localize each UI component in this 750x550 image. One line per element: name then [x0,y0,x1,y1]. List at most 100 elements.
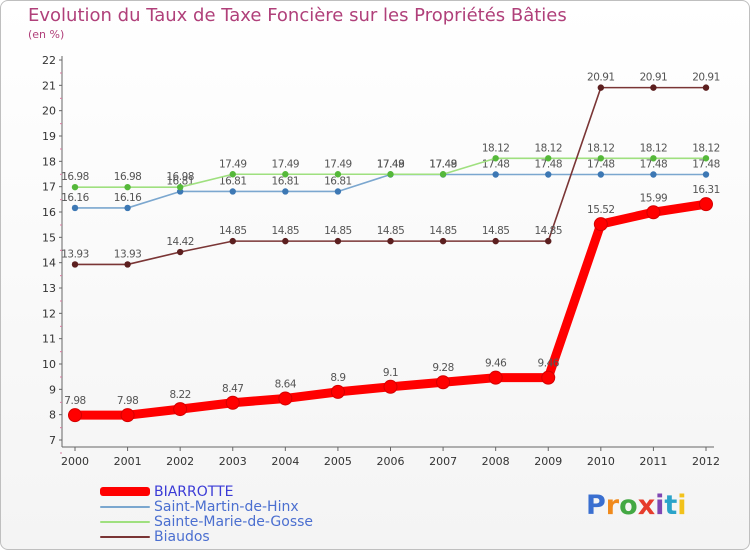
legend-item: Biaudos [100,528,313,545]
x-tick-label: 2000 [61,455,89,468]
series-point [383,379,398,394]
data-label: 20.91 [640,72,668,84]
y-tick-label: 14 [42,257,56,270]
series-point [545,171,552,178]
data-label: 8.47 [222,383,243,395]
data-label: 14.85 [272,225,300,237]
series-point [71,261,79,268]
series-point [173,402,188,417]
y-tick-label: 20 [42,105,56,118]
data-label: 8.22 [169,389,190,401]
series-point [282,188,289,195]
y-tick-label: 12 [42,307,56,320]
y-tick-label: 22 [42,54,56,67]
series-point [650,84,657,91]
logo-letter: P [586,490,606,521]
series-point [439,171,447,178]
data-label: 17.48 [692,159,720,171]
series-point [68,408,82,423]
series-point [71,183,79,191]
legend-label: Saint-Martin-de-Hinx [154,498,299,515]
data-label: 17.48 [377,159,405,171]
series-point [124,261,131,268]
data-label: 9.46 [485,358,507,370]
data-label: 9.28 [432,362,453,374]
proxiti-logo: Proxiti [586,490,687,521]
data-label: 16.98 [114,171,142,183]
series-point [334,237,342,245]
logo-letter: x [637,490,656,521]
y-tick-label: 11 [42,333,56,346]
data-label: 17.48 [640,159,668,171]
data-label: 16.31 [692,184,720,196]
series-point [702,171,710,178]
data-label: 17.49 [429,158,457,170]
series-point [387,237,394,245]
data-label: 14.85 [534,225,562,237]
x-tick-label: 2001 [114,455,142,468]
chart-legend: BIARROTTE Saint-Martin-de-Hinx Sainte-Mari… [100,483,314,545]
data-label: 16.16 [61,192,89,204]
logo-letter: i [677,490,687,521]
data-label: 8.9 [330,372,345,384]
x-tick-label: 2005 [324,455,352,468]
x-tick-label: 2008 [482,455,510,468]
data-label: 16.81 [272,175,300,187]
series-point [492,155,499,162]
x-tick-label: 2003 [219,455,247,468]
series-point [650,155,657,162]
x-tick-label: 2006 [377,455,405,468]
series-point [71,204,79,212]
legend-label: Sainte-Marie-de-Gosse [154,513,314,530]
series-point [439,237,447,245]
data-label: 14.85 [429,225,457,237]
y-tick-label: 18 [42,155,56,168]
data-label: 18.12 [482,142,510,154]
x-tick-label: 2004 [271,455,299,468]
legend-label: Biaudos [154,528,210,545]
data-label: 17.48 [534,159,562,171]
series-point [593,217,608,232]
series-point [225,395,240,410]
legend-item: Saint-Martin-de-Hinx [100,498,313,515]
series-point [545,155,552,162]
x-tick-label: 2002 [166,455,194,468]
data-label: 7.98 [117,395,138,407]
legend-item: BIARROTTE [100,483,313,500]
data-label: 16.81 [219,175,247,187]
data-label: 14.85 [377,225,405,237]
logo-letter: o [619,490,638,521]
series-point [176,183,184,191]
series-point [282,237,289,245]
y-tick-label: 10 [42,358,56,371]
series-point [229,171,236,178]
logo-letter: r [605,490,620,521]
data-label: 18.12 [534,142,562,154]
y-tick-label: 13 [42,282,56,295]
series-point [330,384,345,399]
data-label: 18.12 [692,142,720,154]
data-label: 16.16 [114,192,142,204]
series-point [387,171,394,178]
data-label: 20.91 [692,72,720,84]
series-point [124,204,131,212]
data-label: 7.98 [64,395,85,407]
x-tick-label: 2012 [692,455,720,468]
x-tick-label: 2011 [639,455,667,468]
y-tick-label: 7 [49,434,56,447]
legend-label: BIARROTTE [154,483,234,500]
data-label: 17.49 [219,158,247,170]
series-point [120,408,135,423]
series-point [492,237,499,245]
series-point [650,171,657,178]
data-label: 18.12 [640,142,668,154]
series-point [597,155,605,162]
logo-letter: i [655,490,665,521]
series-point [646,205,661,220]
series-point [334,171,342,178]
y-tick-label: 16 [42,206,56,219]
data-label: 16.98 [166,171,194,183]
data-label: 15.52 [587,204,615,216]
data-label: 14.85 [219,225,247,237]
